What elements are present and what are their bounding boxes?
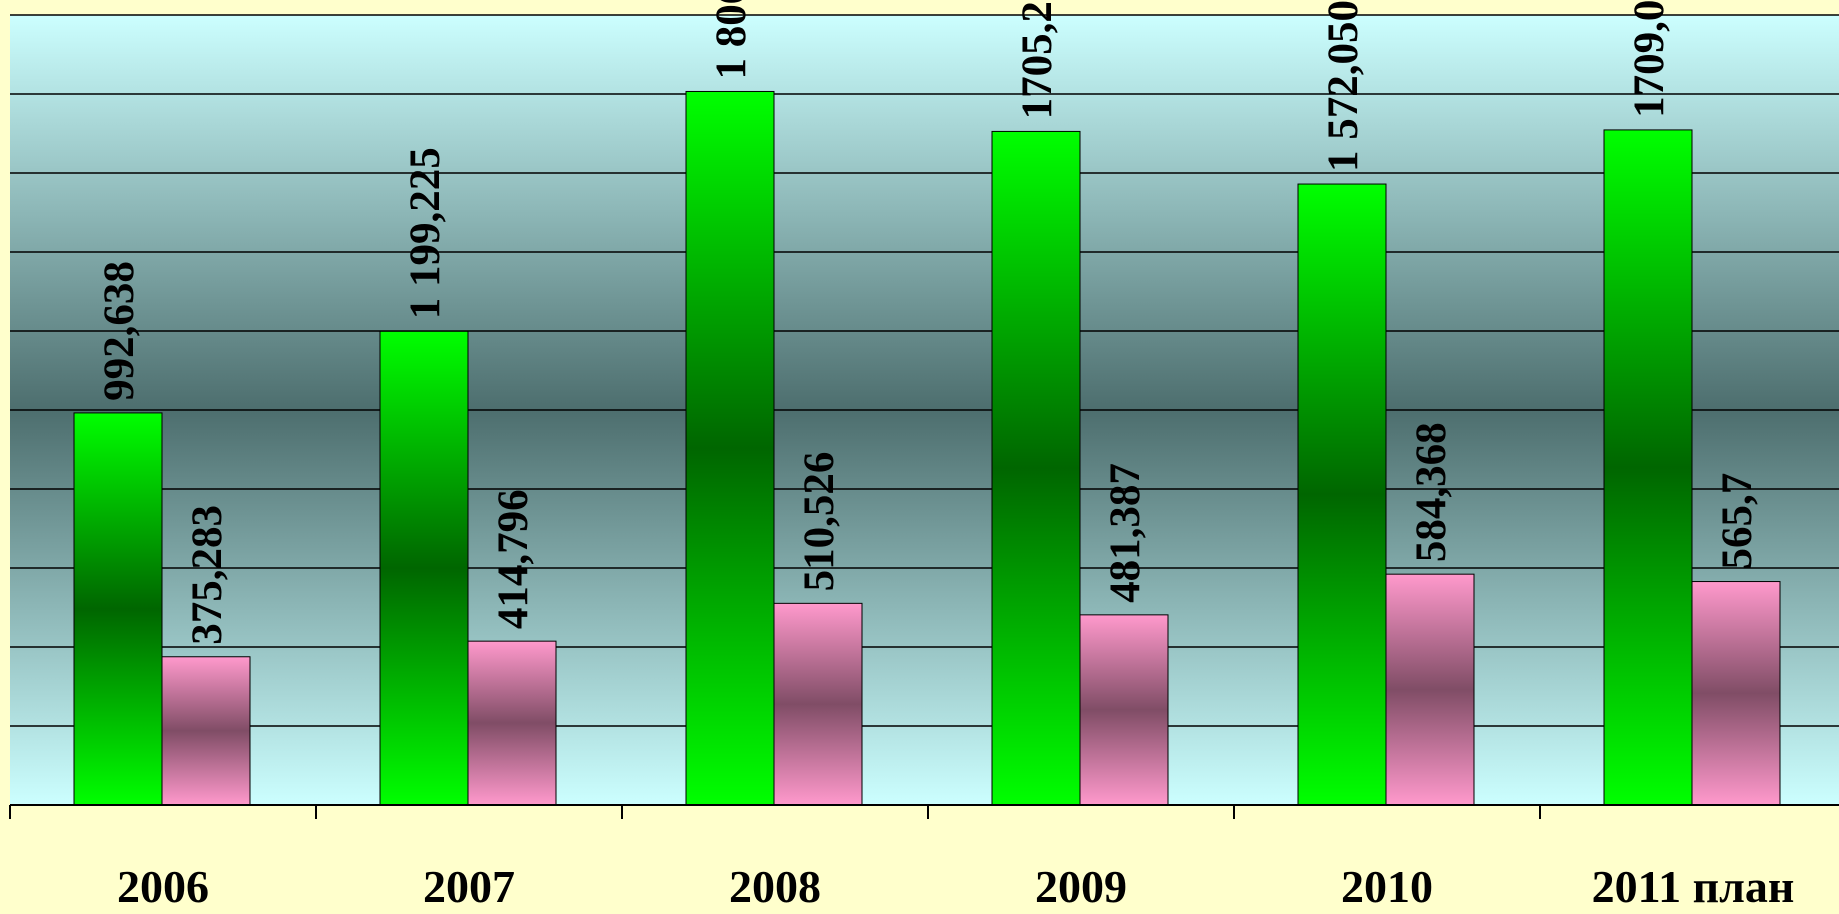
x-tick-label: 2011 план [1592, 861, 1795, 912]
data-label: 1 572,050 [1320, 0, 1367, 172]
data-label: 1 199,225 [402, 147, 449, 319]
data-label: 992,638 [96, 261, 143, 401]
bar-series-1-2006 [73, 412, 163, 806]
data-label: 565,7 [1714, 473, 1761, 570]
data-label: 1705,26 [1014, 0, 1061, 119]
bar-series-2-2009 [1079, 614, 1169, 806]
x-tick-label: 2010 [1341, 861, 1433, 912]
gridlines [10, 14, 1839, 727]
bar-series-2-2007 [467, 640, 557, 806]
data-label: 1 806,412 [708, 0, 755, 79]
bar-series-2-2011-план [1691, 581, 1781, 806]
x-axis [9, 804, 1839, 819]
labels: 992,638 375,283 2006 1 199,225 414,796 2007 1 … [96, 0, 1794, 912]
bar-series-2-2010 [1385, 573, 1475, 806]
bar-series-2-2006 [161, 656, 251, 806]
bar-series-1-2010 [1297, 183, 1387, 806]
data-label: 414,796 [490, 489, 537, 629]
bar-series-2-2008 [773, 602, 863, 806]
bar-series-1-2008 [685, 90, 775, 806]
x-tick-label: 2007 [423, 861, 515, 912]
bar-series-1-2009 [991, 130, 1081, 806]
data-label: 481,387 [1102, 463, 1149, 603]
bar-series-1-2007 [379, 330, 469, 806]
bar-series-1-2011-план [1603, 129, 1693, 806]
x-tick-label: 2008 [729, 861, 821, 912]
data-label: 510,526 [796, 452, 843, 592]
x-tick-label: 2009 [1035, 861, 1127, 912]
x-tick-label: 2006 [117, 861, 209, 912]
data-label: 584,368 [1408, 422, 1455, 562]
bars [73, 90, 1781, 806]
data-label: 375,283 [184, 505, 231, 645]
data-label: 1709,09 [1626, 0, 1673, 118]
